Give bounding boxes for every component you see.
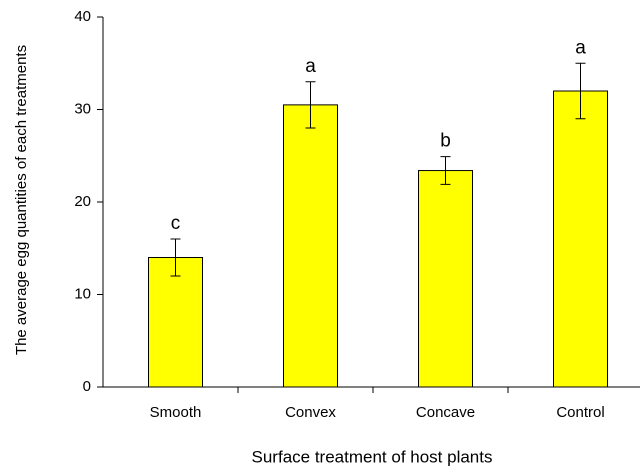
error-bar	[305, 81, 316, 129]
bar	[553, 90, 608, 388]
y-tick-label: 30	[74, 100, 91, 117]
bar	[418, 170, 473, 388]
bar	[148, 257, 203, 388]
y-tick-label: 20	[74, 193, 91, 210]
error-bar	[440, 156, 451, 185]
x-axis-label: Surface treatment of host plants	[252, 447, 493, 466]
x-tick-label: Control	[556, 404, 604, 421]
bar	[283, 104, 338, 388]
significance-label: b	[440, 131, 451, 152]
significance-label: a	[305, 56, 316, 77]
x-tick-label: Convex	[285, 404, 336, 421]
significance-label: c	[171, 213, 181, 234]
x-tick-label: Smooth	[150, 404, 202, 421]
y-axis-label: The average egg quantities of each treat…	[13, 45, 30, 355]
error-bar	[575, 62, 586, 120]
error-bar	[170, 238, 181, 277]
y-tick-label: 10	[74, 285, 91, 302]
y-tick-label: 0	[83, 378, 91, 395]
x-tick-label: Concave	[416, 404, 475, 421]
y-tick-label: 40	[74, 8, 91, 25]
significance-label: a	[575, 37, 586, 58]
